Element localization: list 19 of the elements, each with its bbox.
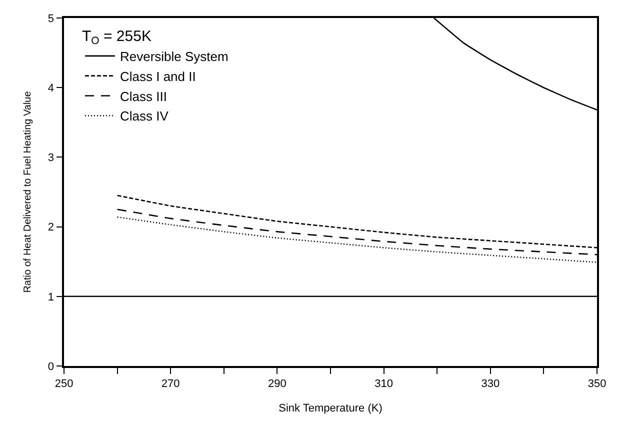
legend-label: Class I and II: [120, 68, 196, 84]
x-tick-label: 290: [268, 378, 286, 390]
x-axis-title: Sink Temperature (K): [278, 402, 382, 415]
y-tick-label: 4: [48, 82, 54, 94]
y-axis-title: Ratio of Heat Delivered to Fuel Heating Value: [22, 90, 34, 293]
y-tick-label: 0: [48, 360, 54, 373]
legend-label: Reversible System: [120, 49, 228, 64]
x-tick-label: 310: [374, 378, 393, 390]
legend-label: Class III: [120, 88, 167, 104]
legend-title: T$_{O}$ = 255K: [82, 28, 152, 48]
y-tick-label: 1: [48, 291, 54, 304]
y-tick-label: 2: [48, 222, 54, 234]
x-tick-label: 330: [481, 378, 500, 390]
x-tick-label: 350: [588, 378, 606, 390]
legend-label: Class IV: [120, 108, 169, 124]
x-tick-label: 250: [54, 378, 74, 390]
y-tick-label: 3: [48, 152, 54, 164]
y-tick-label: 5: [48, 12, 54, 25]
x-tick-label: 270: [161, 378, 180, 390]
